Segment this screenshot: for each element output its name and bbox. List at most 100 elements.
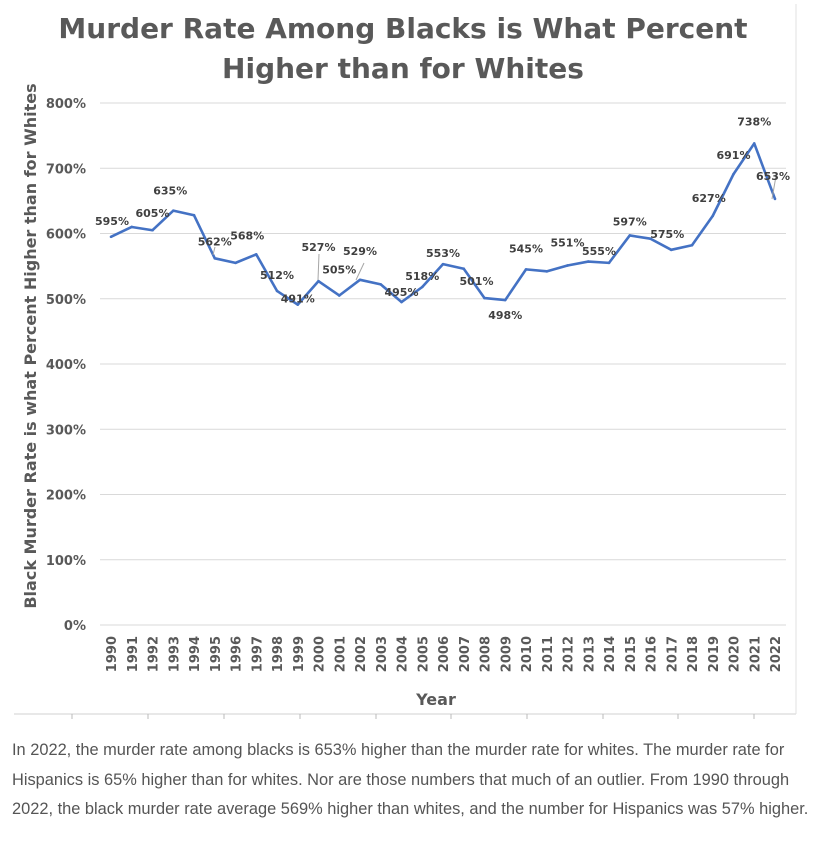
y-tick-label: 100% [46, 554, 86, 569]
data-point [109, 235, 113, 239]
data-label: 568% [230, 229, 264, 242]
data-point [254, 253, 258, 256]
data-point [151, 228, 154, 232]
x-tick-label: 1996 [230, 636, 245, 672]
chart-title-line-2: Higher than for Whites [222, 52, 584, 85]
x-tick-label: 1990 [105, 636, 120, 672]
leader-line [317, 253, 320, 281]
data-point [317, 279, 320, 283]
data-label: 653% [756, 170, 790, 183]
data-point [379, 283, 383, 286]
x-tick-label: 2002 [354, 636, 369, 672]
y-tick-label: 500% [46, 293, 86, 308]
data-point [420, 285, 424, 289]
data-point [171, 209, 175, 212]
frame-decorations [14, 4, 797, 719]
chart-title: Murder Rate Among Blacks is What Percent… [58, 12, 747, 85]
data-point [296, 303, 300, 306]
x-tick-label: 2018 [686, 636, 701, 672]
y-axis-tick-labels: 0% 100% 200% 300% 400% 500% 600% 700% 800% [46, 97, 86, 634]
data-label: 491% [281, 293, 315, 306]
x-tick-label: 2012 [562, 636, 577, 672]
x-tick-label: 2016 [645, 636, 660, 672]
data-label: 501% [460, 275, 494, 288]
x-tick-label: 1997 [250, 636, 265, 672]
y-tick-label: 300% [46, 423, 86, 438]
data-label: 738% [737, 115, 771, 128]
article-caption: In 2022, the murder rate among blacks is… [12, 741, 809, 818]
data-point [607, 261, 611, 265]
series-line [110, 142, 777, 306]
data-label: 505% [322, 263, 356, 276]
data-point [462, 267, 466, 271]
chart-title-line-1: Murder Rate Among Blacks is What Percent [58, 12, 747, 45]
data-label: 527% [302, 241, 336, 254]
data-point [358, 278, 362, 282]
data-label: 595% [95, 215, 129, 228]
data-point [586, 260, 590, 263]
x-tick-label: 1998 [271, 636, 286, 672]
x-tick-label: 1995 [209, 636, 224, 672]
x-tick-label: 2005 [416, 636, 431, 672]
x-tick-label: 2003 [375, 636, 390, 672]
data-point [337, 294, 341, 297]
data-label: 605% [136, 207, 170, 220]
data-point [524, 268, 528, 271]
data-label: 518% [405, 270, 439, 283]
data-point [711, 214, 715, 218]
y-tick-label: 800% [46, 97, 86, 112]
data-point [752, 142, 756, 145]
data-point [773, 197, 777, 201]
data-point [669, 248, 673, 252]
data-point [545, 270, 549, 273]
data-label: 545% [509, 242, 543, 255]
data-point [732, 172, 735, 176]
x-tick-label: 1993 [167, 636, 182, 672]
data-point [130, 225, 134, 229]
y-axis-title: Black Murder Rate is what Percent Higher… [21, 83, 40, 608]
x-tick-label: 2007 [458, 636, 473, 672]
x-tick-label: 1999 [292, 636, 307, 672]
series-layer [110, 142, 777, 306]
x-tick-label: 2008 [479, 636, 494, 672]
x-tick-label: 2017 [665, 636, 680, 672]
y-tick-label: 0% [64, 619, 86, 634]
data-label: 553% [426, 247, 460, 260]
leader-line [355, 262, 365, 281]
y-tick-label: 200% [46, 489, 86, 504]
x-tick-label: 2011 [541, 636, 556, 672]
x-tick-label: 2006 [437, 636, 452, 672]
x-tick-label: 2021 [748, 636, 763, 672]
data-labels: 595% 605% 635% 562%568% 512% 491% 527% 505% 529%… [95, 115, 790, 322]
x-tick-label: 2013 [582, 636, 597, 672]
data-label: 575% [650, 228, 684, 241]
x-axis-title: Year [415, 690, 456, 709]
data-point [192, 213, 196, 217]
x-tick-label: 1991 [126, 636, 141, 672]
x-tick-label: 2015 [624, 636, 639, 672]
x-tick-label: 2014 [603, 636, 618, 672]
gridlines [100, 102, 786, 626]
y-tick-label: 600% [46, 228, 86, 243]
data-point [566, 264, 569, 267]
data-label: 562% [198, 235, 232, 248]
x-tick-label: 2009 [499, 636, 514, 672]
data-label: 627% [692, 192, 726, 205]
x-tick-label: 2019 [707, 636, 722, 672]
label-leader-lines [212, 175, 777, 281]
data-point [400, 300, 403, 304]
data-label: 495% [385, 286, 419, 299]
x-tick-label: 2020 [728, 636, 743, 672]
x-tick-label: 2022 [769, 636, 784, 672]
x-tick-label: 2000 [313, 636, 328, 672]
data-label: 512% [260, 269, 294, 282]
data-label: 597% [613, 215, 647, 228]
data-label: 635% [153, 185, 187, 198]
x-tick-label: 2010 [520, 636, 535, 672]
data-label: 551% [551, 236, 585, 249]
x-tick-label: 1994 [188, 636, 203, 672]
leader-line [771, 175, 777, 200]
y-tick-label: 700% [46, 162, 86, 177]
data-point [649, 237, 652, 241]
line-chart: Murder Rate Among Blacks is What Percent… [14, 4, 797, 719]
